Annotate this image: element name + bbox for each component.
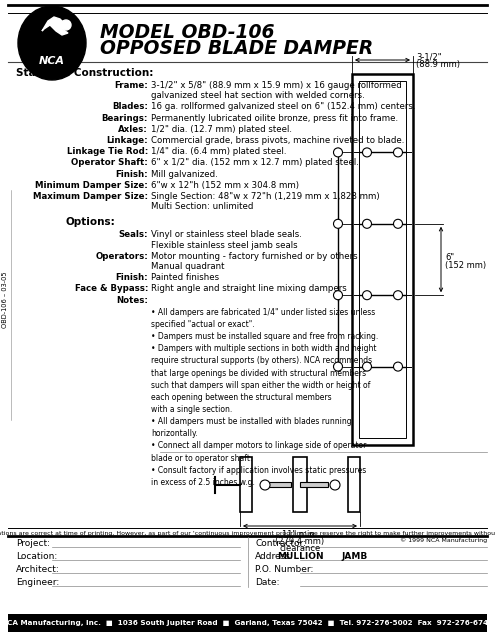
Circle shape <box>362 291 372 300</box>
Text: Location:: Location: <box>16 552 57 561</box>
Text: OBD-106 – 03-05: OBD-106 – 03-05 <box>2 272 8 328</box>
Circle shape <box>334 291 343 300</box>
Text: Standard Construction:: Standard Construction: <box>16 68 153 78</box>
Text: 6"w x 12"h (152 mm x 304.8 mm): 6"w x 12"h (152 mm x 304.8 mm) <box>151 180 299 190</box>
Text: Operator Shaft:: Operator Shaft: <box>71 159 148 168</box>
Bar <box>263 482 291 487</box>
Text: Frame:: Frame: <box>114 81 148 90</box>
Text: (88.9 mm): (88.9 mm) <box>416 60 460 68</box>
Text: Finish:: Finish: <box>115 273 148 282</box>
Text: Address:: Address: <box>255 552 294 561</box>
Text: (279.4 mm): (279.4 mm) <box>275 537 325 546</box>
Text: Single Section: 48"w x 72"h (1,219 mm x 1,828 mm)
Multi Section: unlimited: Single Section: 48"w x 72"h (1,219 mm x … <box>151 192 380 211</box>
Text: NCA: NCA <box>39 56 65 66</box>
Text: Engineer:: Engineer: <box>16 578 59 587</box>
Text: 6" x 1/2" dia. (152 mm x 12.7 mm) plated steel.: 6" x 1/2" dia. (152 mm x 12.7 mm) plated… <box>151 159 359 168</box>
Text: (152 mm): (152 mm) <box>445 261 486 270</box>
Bar <box>300 482 328 487</box>
Text: Seals:: Seals: <box>118 230 148 239</box>
Bar <box>352 74 413 445</box>
Circle shape <box>61 20 71 30</box>
Text: Finish:: Finish: <box>115 170 148 179</box>
Text: 1/4" dia. (6.4 mm) plated steel.: 1/4" dia. (6.4 mm) plated steel. <box>151 147 287 156</box>
Circle shape <box>330 480 340 490</box>
Text: Date:: Date: <box>255 578 280 587</box>
Circle shape <box>394 148 402 157</box>
Bar <box>240 457 252 512</box>
Text: Face & Bypass:: Face & Bypass: <box>75 284 148 293</box>
Text: Painted finishes: Painted finishes <box>151 273 219 282</box>
Circle shape <box>260 480 270 490</box>
Circle shape <box>394 362 402 371</box>
Text: Mill galvanized.: Mill galvanized. <box>151 170 218 179</box>
Text: Commercial grade, brass pivots, machine riveted to blade.: Commercial grade, brass pivots, machine … <box>151 136 404 145</box>
Text: Linkage Tie Rod:: Linkage Tie Rod: <box>67 147 148 156</box>
Text: • All dampers are fabricated 1/4" under listed sizes unless
specified "actual or: • All dampers are fabricated 1/4" under … <box>151 308 378 487</box>
Text: 6": 6" <box>445 253 454 262</box>
Circle shape <box>394 291 402 300</box>
Bar <box>8 614 487 632</box>
Text: Notes:: Notes: <box>116 296 148 305</box>
Bar <box>348 457 360 512</box>
Text: © 1999 NCA Manufacturing: © 1999 NCA Manufacturing <box>400 537 487 543</box>
Text: 16 ga. rollformed galvanized steel on 6" (152.4 mm) centers.: 16 ga. rollformed galvanized steel on 6"… <box>151 102 415 111</box>
Text: Motor mounting - factory furnished or by others
Manual quadrant: Motor mounting - factory furnished or by… <box>151 252 357 271</box>
Text: MULLION: MULLION <box>277 552 323 561</box>
Text: NCA Manufacturing, Inc.  ■  1036 South Jupiter Road  ■  Garland, Texas 75042  ■ : NCA Manufacturing, Inc. ■ 1036 South Jup… <box>1 620 493 626</box>
Text: Linkage:: Linkage: <box>106 136 148 145</box>
Text: Project:: Project: <box>16 539 50 548</box>
Text: Axles:: Axles: <box>118 125 148 134</box>
Text: Operators:: Operators: <box>95 252 148 260</box>
Bar <box>293 457 307 512</box>
Text: 3-1/2" x 5/8" (88.9 mm x 15.9 mm) x 16 gauge rollformed
galvanized steel hat sec: 3-1/2" x 5/8" (88.9 mm x 15.9 mm) x 16 g… <box>151 81 402 100</box>
Text: Blades:: Blades: <box>112 102 148 111</box>
Circle shape <box>362 148 372 157</box>
Polygon shape <box>42 17 68 35</box>
Circle shape <box>362 362 372 371</box>
Bar <box>359 81 406 438</box>
Circle shape <box>334 220 343 228</box>
Text: Specifications are correct at time of printing. However, as part of our 'continu: Specifications are correct at time of pr… <box>0 531 495 536</box>
Text: Permanently lubricated oilite bronze, press fit into frame.: Permanently lubricated oilite bronze, pr… <box>151 114 398 123</box>
Text: Minimum Damper Size:: Minimum Damper Size: <box>35 180 148 190</box>
Text: Vinyl or stainless steel blade seals.
Flexible stainless steel jamb seals: Vinyl or stainless steel blade seals. Fl… <box>151 230 302 250</box>
Text: 1/2" dia. (12.7 mm) plated steel.: 1/2" dia. (12.7 mm) plated steel. <box>151 125 292 134</box>
Circle shape <box>362 220 372 228</box>
Text: Options:: Options: <box>65 218 115 227</box>
Text: 3-1/2": 3-1/2" <box>416 52 442 61</box>
Text: 11" min.: 11" min. <box>282 530 318 539</box>
Circle shape <box>334 362 343 371</box>
Text: P.O. Number:: P.O. Number: <box>255 565 313 574</box>
Text: Right angle and straight line mixing dampers: Right angle and straight line mixing dam… <box>151 284 347 293</box>
Circle shape <box>334 148 343 157</box>
Text: Contractor:: Contractor: <box>255 539 306 548</box>
Circle shape <box>394 220 402 228</box>
Ellipse shape <box>18 6 86 80</box>
Text: JAMB: JAMB <box>342 552 368 561</box>
Text: Architect:: Architect: <box>16 565 60 574</box>
Text: Maximum Damper Size:: Maximum Damper Size: <box>33 192 148 201</box>
Text: OPPOSED BLADE DAMPER: OPPOSED BLADE DAMPER <box>100 40 373 58</box>
Text: clearance: clearance <box>279 544 321 553</box>
Text: MODEL OBD-106: MODEL OBD-106 <box>100 24 275 42</box>
Text: Bearings:: Bearings: <box>101 114 148 123</box>
